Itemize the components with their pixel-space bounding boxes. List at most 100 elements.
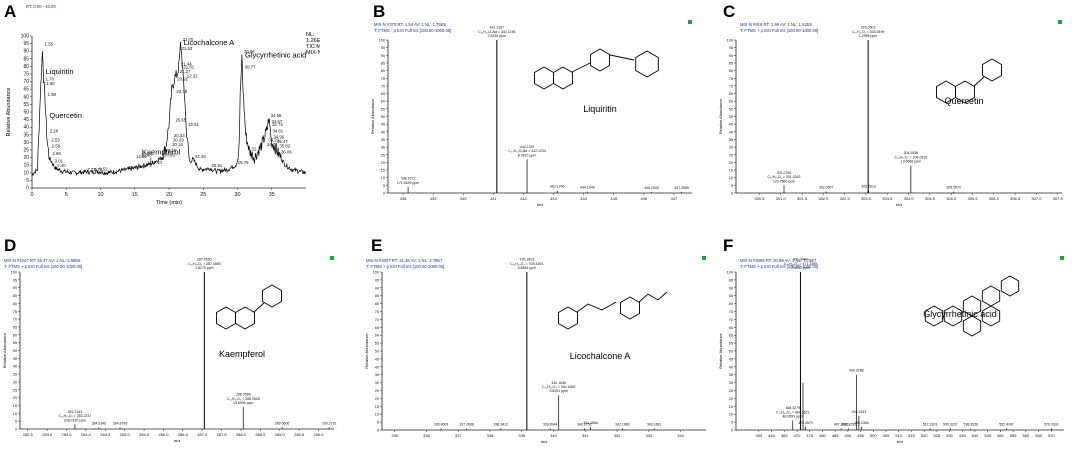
structure-bond [576,301,617,313]
x-tick-label: 460 [768,433,775,438]
peak-rt-label: 22.32 [187,74,198,79]
peak-label: 336.4603 [434,422,449,426]
y-tick-label: 30 [729,381,733,385]
y-tick-label: 40 [375,365,379,369]
y-tick-label: 80 [381,69,385,73]
compound-annotation: Glycyrrhetinic acid [245,50,306,59]
structure-ring [955,80,975,104]
compound-annotation: Quercetin [49,111,82,120]
y-tick-label: 90 [381,54,385,58]
y-tick-label: 75 [729,310,733,314]
x-tick-label: 287.0 [197,432,208,437]
y-tick-label: 85 [13,294,17,298]
y-tick-label: 60 [23,94,29,100]
y-tick-label: 60 [375,334,379,338]
peak-label: 9.8291 ppm [549,389,568,393]
structure-ring [962,315,982,337]
peak-rt-label: 36.06 [281,150,292,155]
peak-label: 530.3237 [943,422,958,426]
y-tick-label: 95 [381,46,385,50]
peak-rt-label: 23.49 [195,154,206,159]
y-tick-label: 80 [729,69,733,73]
y-tick-label: 90 [375,286,379,290]
x-tick-label: 443 [550,196,557,201]
y-tick-label: 80 [375,302,379,306]
y-tick-label: 70 [375,318,379,322]
y-tick-label: 50 [381,115,385,119]
y-tick-label: 15 [23,163,29,169]
nl-info-1: 1.26E8 [306,38,320,44]
y-tick-label: 35 [381,138,385,142]
compound-name-p1: Liquiritin [583,104,617,114]
peak-label: 442.1199 [520,145,534,149]
y-tick-label: 45 [381,123,385,127]
nl-info-0: NL: [306,32,315,38]
x-tick-label: 343 [645,433,652,438]
compound-name-p4: Licochalcone A [570,351,631,361]
y-tick-label: 45 [729,357,733,361]
y-tick-label: 85 [375,294,379,298]
peak-label: 328.0130 ppm [64,418,86,422]
y-tick-label: 20 [13,396,17,400]
structure-ring [635,50,659,78]
x-tick-label: 455 [756,433,763,438]
y-tick-label: 90 [729,286,733,290]
peak-label: 490.3253 [841,422,856,426]
compound-annotation: Licochalcone A [184,38,234,47]
x-tick-label: 470 [794,433,801,438]
peak-label: 444.1249 [580,185,595,189]
x-tick-label: 300.5 [754,196,765,201]
peak-rt-label: 20.78 [176,89,187,94]
peak-label: 342.1680 [615,422,630,426]
x-tick-label: 545 [984,433,991,438]
tic-trace [31,41,307,177]
spectrum-chart-glycyrrhetinic: MIX-N #3055 RT: 30.69 AV: 1 NL: 7.73E7T:… [718,256,1064,444]
peak-label: 443.1206 [550,185,565,189]
structure-ring [620,296,640,320]
peak-label: 283.7163 [68,410,83,414]
x-tick-label: 285.5 [139,432,150,437]
structure-ring [534,66,554,90]
peak-label: 302.0657 [819,185,834,189]
y-tick-label: 5 [731,184,733,188]
y-tick-label: 25 [729,389,733,393]
y-tick-label: 55 [729,342,733,346]
y-tick-label: 95 [729,278,733,282]
peak-rt-label: 34.95 [273,134,284,139]
peak-label: 120.7560 ppm [773,179,795,183]
peak-label: C₁₄H₁₀O₇ = 304.0578 [894,155,927,159]
peak-label: 341.1666 [583,421,598,425]
y-tick-label: 90 [729,54,733,58]
peak-label: 290.2761 [322,421,337,425]
peak-rt-label: 30.77 [245,64,256,69]
y-tick-label: 70 [23,79,29,85]
peak-rt-label: 20.29 [173,137,184,142]
y-tick-label: 0 [26,186,29,192]
peak-label: 2.5235 ppm [488,34,507,38]
peak-rt-label: 20.16 [172,142,183,147]
x-tick-label: 490 [845,433,852,438]
structure-ring [216,306,236,330]
peak-rt-label: 2.58 [52,143,61,148]
scan-filter-p3: T: FTMS + p ESI Full ms [100.00-1000.00] [4,264,82,269]
x-tick-label: 305.0 [946,196,957,201]
x-tick-label: 550 [997,433,1004,438]
y-tick-label: 10 [381,176,385,180]
x-tick-label: 35 [269,192,275,198]
peak-rt-label: 34.74 [272,122,283,127]
x-tick-label: 337 [455,433,462,438]
nl-info-2: TIC MS [306,44,320,50]
x-tick-label: 565 [1035,433,1042,438]
x-tick-label: 302.0 [818,196,829,201]
y-tick-label: 10 [729,176,733,180]
peak-rt-label: 22.51 [188,122,199,127]
peak-label: 340.1636 [551,381,566,385]
y-tick-label: 55 [381,107,385,111]
peak-label: 3.5844 ppm [518,266,537,270]
peak-label: C₂₁H₂₂O₉Na = 441.1156 [478,30,515,34]
x-tick-label: 440 [460,196,467,201]
x-tick-label: 307.0 [1031,196,1042,201]
panel-e: E MIX-N #2007 RT: 21.35 AV: 1 NL: 2.78E7… [362,228,714,451]
x-tick-label: 341 [582,433,589,438]
